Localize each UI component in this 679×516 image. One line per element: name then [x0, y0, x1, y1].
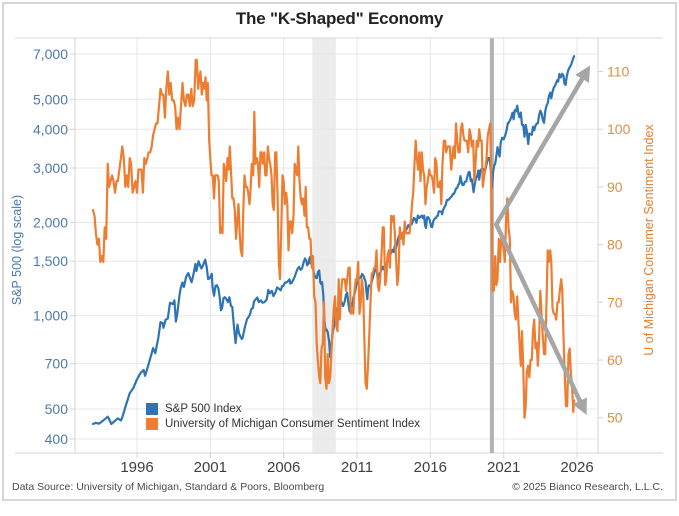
series-sp500-line [91, 54, 576, 426]
left-tick-label: 700 [45, 356, 69, 372]
x-tick-label: 1996 [120, 459, 153, 476]
left-tick-label: 5,000 [33, 91, 68, 107]
right-axis-title: U of Michigan Consumer Sentiment Index [642, 124, 656, 356]
page-title: The "K-Shaped" Economy [235, 9, 444, 28]
data-source-note: Data Source: University of Michigan, Sta… [12, 481, 325, 493]
legend-item-sp500: S&P 500 Index [146, 401, 420, 416]
x-tick-label: 2021 [487, 459, 520, 476]
legend-swatch-sp500 [146, 402, 158, 415]
left-tick-label: 1,000 [33, 308, 68, 324]
right-tick-label: 100 [607, 121, 631, 137]
image-border [2, 2, 677, 501]
k-arrow-up [494, 65, 591, 227]
recession-band [312, 38, 336, 453]
x-tick-label: 2001 [194, 459, 227, 476]
copyright-note: © 2025 Bianco Research, L.L.C. [512, 481, 663, 493]
left-axis-title: S&P 500 (log scale) [10, 195, 24, 305]
legend: S&P 500 Index University of Michigan Con… [146, 401, 420, 431]
k-arrow-down [494, 222, 587, 416]
x-tick-label: 2026 [560, 459, 593, 476]
series-sentiment-line [91, 58, 576, 419]
right-tick-label: 110 [607, 64, 630, 80]
legend-label-sentiment: University of Michigan Consumer Sentimen… [165, 417, 421, 430]
legend-item-sentiment: University of Michigan Consumer Sentimen… [146, 416, 420, 431]
legend-swatch-sentiment [146, 417, 158, 430]
left-tick-label: 2,000 [33, 215, 68, 231]
left-tick-label: 4,000 [33, 121, 68, 137]
x-tick-label: 2011 [341, 459, 373, 476]
right-tick-label: 60 [607, 352, 623, 368]
x-tick-label: 2016 [414, 459, 447, 476]
left-tick-label: 400 [45, 431, 69, 447]
left-tick-label: 7,000 [33, 46, 68, 62]
left-tick-label: 500 [45, 401, 69, 417]
x-tick-label: 2006 [267, 459, 300, 476]
left-tick-label: 3,000 [33, 160, 68, 176]
right-tick-label: 80 [607, 237, 623, 253]
right-tick-label: 50 [607, 410, 623, 426]
right-tick-label: 70 [607, 294, 623, 310]
left-tick-label: 1,500 [33, 253, 68, 269]
right-tick-label: 90 [607, 179, 623, 195]
legend-label-sp500: S&P 500 Index [165, 402, 242, 415]
